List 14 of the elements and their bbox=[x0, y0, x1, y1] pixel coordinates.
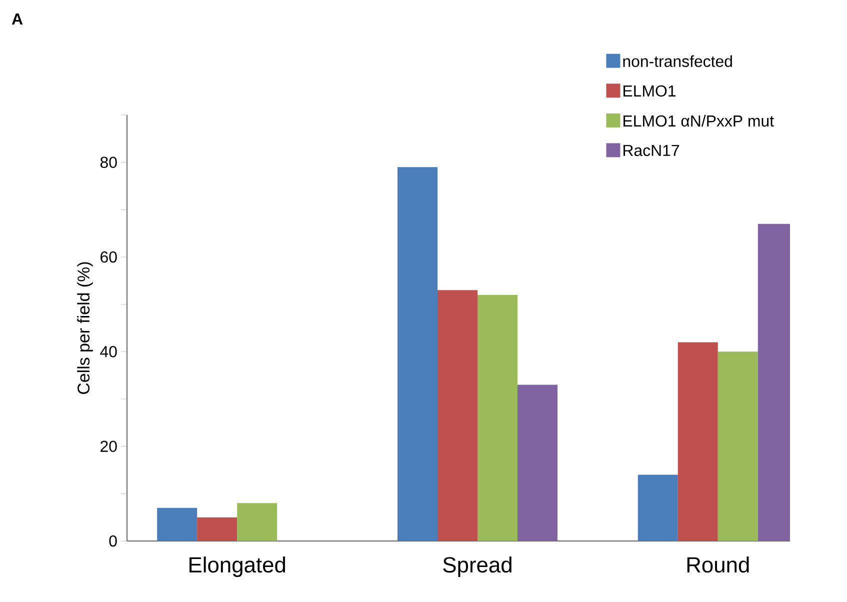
y-tick-label: 60 bbox=[100, 251, 117, 263]
x-tick-label: Elongated bbox=[190, 556, 286, 577]
legend-label: non-transfected bbox=[623, 55, 732, 67]
x-tick-label: Spread bbox=[443, 556, 512, 577]
y-axis-title: Cells per field (%) bbox=[77, 262, 93, 394]
legend-label: ELMO1 αN/PxxP mut bbox=[624, 114, 774, 127]
x-tick-label: Round bbox=[687, 556, 749, 573]
y-tick-label: 20 bbox=[100, 440, 117, 452]
y-tick-label: 40 bbox=[100, 346, 117, 358]
y-tick-label: 0 bbox=[109, 535, 117, 547]
text: A bbox=[12, 14, 23, 24]
legend-label: ELMO1 bbox=[624, 85, 676, 97]
legend-label: RacN17 bbox=[624, 144, 679, 156]
y-tick-label: 80 bbox=[100, 156, 117, 168]
